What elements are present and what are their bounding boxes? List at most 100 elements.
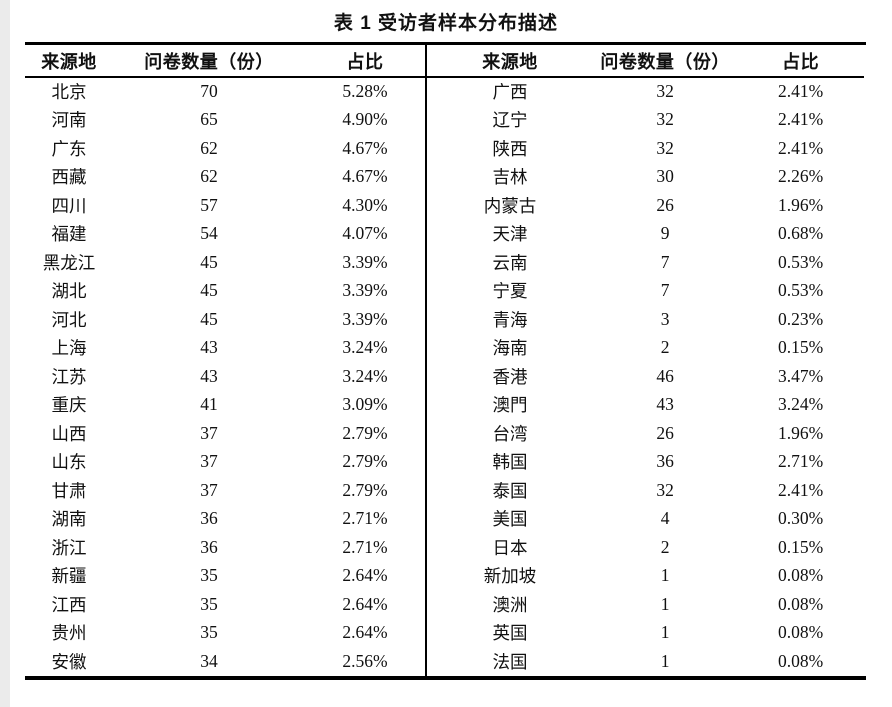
cell-questionnaire-count: 1 <box>660 622 670 643</box>
header-questionnaire-count: 问卷数量（份） <box>113 45 305 78</box>
cell-proportion: 4.30% <box>342 194 388 215</box>
cell-source-region: 上海 <box>51 338 87 359</box>
table-row: 新加坡 1 0.08% <box>427 562 864 591</box>
table-row: 吉林 30 2.26% <box>427 163 864 192</box>
cell-questionnaire-count: 32 <box>656 109 674 130</box>
table-row: 台湾 26 1.96% <box>427 419 864 448</box>
cell-proportion: 0.08% <box>778 593 824 614</box>
cell-proportion: 1.96% <box>778 194 824 215</box>
cell-proportion: 3.24% <box>342 337 388 358</box>
header-questionnaire-count: 问卷数量（份） <box>593 45 738 78</box>
table-row: 内蒙古 26 1.96% <box>427 191 864 220</box>
cell-questionnaire-count: 35 <box>200 593 218 614</box>
cell-source-region: 新加坡 <box>483 566 537 587</box>
cell-proportion: 4.07% <box>342 223 388 244</box>
table-row: 湖北 45 3.39% <box>25 277 425 306</box>
header-proportion: 占比 <box>305 45 425 78</box>
cell-questionnaire-count: 36 <box>656 451 674 472</box>
cell-source-region: 贵州 <box>51 623 87 644</box>
cell-questionnaire-count: 57 <box>200 194 218 215</box>
cell-proportion: 2.41% <box>778 137 824 158</box>
cell-questionnaire-count: 1 <box>660 650 670 671</box>
table-left-half: 来源地 问卷数量（份） 占比 北京 70 5.28% 河南 65 4.90% 广东 62 4.6… <box>25 45 427 676</box>
cell-proportion: 4.67% <box>342 166 388 187</box>
cell-proportion: 2.79% <box>342 422 388 443</box>
cell-proportion: 3.24% <box>778 394 824 415</box>
cell-source-region: 黑龙江 <box>42 252 96 273</box>
cell-questionnaire-count: 45 <box>200 251 218 272</box>
cell-questionnaire-count: 34 <box>200 650 218 671</box>
table-row: 宁夏 7 0.53% <box>427 277 864 306</box>
cell-proportion: 2.64% <box>342 622 388 643</box>
cell-proportion: 3.39% <box>342 280 388 301</box>
cell-proportion: 0.53% <box>778 251 824 272</box>
cell-source-region: 湖南 <box>51 509 87 530</box>
table-row: 广西 32 2.41% <box>427 77 864 106</box>
right-table: 来源地 问卷数量（份） 占比 广西 32 2.41% 辽宁 32 2.41% 陕西 32 2.4… <box>427 45 864 676</box>
cell-proportion: 2.79% <box>342 479 388 500</box>
table-row: 黑龙江 45 3.39% <box>25 248 425 277</box>
cell-source-region: 新疆 <box>51 566 87 587</box>
table-row: 美国 4 0.30% <box>427 505 864 534</box>
table-row: 福建 54 4.07% <box>25 220 425 249</box>
cell-questionnaire-count: 43 <box>200 337 218 358</box>
cell-source-region: 西藏 <box>51 167 87 188</box>
right-table-body: 广西 32 2.41% 辽宁 32 2.41% 陕西 32 2.41% 吉林 30 2.26% 内蒙古 2… <box>427 77 864 676</box>
cell-questionnaire-count: 37 <box>200 422 218 443</box>
table-row: 云南 7 0.53% <box>427 248 864 277</box>
cell-questionnaire-count: 35 <box>200 565 218 586</box>
cell-source-region: 海南 <box>492 338 528 359</box>
cell-questionnaire-count: 41 <box>200 394 218 415</box>
cell-source-region: 江西 <box>51 594 87 615</box>
cell-questionnaire-count: 32 <box>656 81 674 102</box>
cell-questionnaire-count: 32 <box>656 479 674 500</box>
table-row: 青海 3 0.23% <box>427 305 864 334</box>
cell-source-region: 韩国 <box>492 452 528 473</box>
cell-source-region: 山东 <box>51 452 87 473</box>
table-row: 重庆 41 3.09% <box>25 391 425 420</box>
cell-proportion: 2.56% <box>342 650 388 671</box>
cell-questionnaire-count: 70 <box>200 81 218 102</box>
table-row: 湖南 36 2.71% <box>25 505 425 534</box>
cell-proportion: 3.39% <box>342 251 388 272</box>
cell-questionnaire-count: 65 <box>200 109 218 130</box>
cell-source-region: 福建 <box>51 224 87 245</box>
cell-proportion: 3.47% <box>778 365 824 386</box>
cell-questionnaire-count: 45 <box>200 280 218 301</box>
table-row: 韩国 36 2.71% <box>427 448 864 477</box>
cell-questionnaire-count: 1 <box>660 565 670 586</box>
cell-source-region: 台湾 <box>492 423 528 444</box>
cell-source-region: 甘肃 <box>51 480 87 501</box>
table-row: 法国 1 0.08% <box>427 647 864 676</box>
cell-source-region: 泰国 <box>492 480 528 501</box>
table-row: 贵州 35 2.64% <box>25 619 425 648</box>
cell-source-region: 宁夏 <box>492 281 528 302</box>
cell-proportion: 0.08% <box>778 565 824 586</box>
table-row: 海南 2 0.15% <box>427 334 864 363</box>
table-row: 四川 57 4.30% <box>25 191 425 220</box>
header-proportion: 占比 <box>737 45 864 78</box>
table-row: 澳洲 1 0.08% <box>427 590 864 619</box>
table-row: 山西 37 2.79% <box>25 419 425 448</box>
table-row: 浙江 36 2.71% <box>25 533 425 562</box>
header-source-region: 来源地 <box>25 45 113 78</box>
table-right-half: 来源地 问卷数量（份） 占比 广西 32 2.41% 辽宁 32 2.41% 陕西 32 2.4… <box>427 45 864 676</box>
right-table-header: 来源地 问卷数量（份） 占比 <box>427 45 864 78</box>
cell-questionnaire-count: 43 <box>656 394 674 415</box>
cell-proportion: 2.71% <box>342 536 388 557</box>
cell-proportion: 2.71% <box>778 451 824 472</box>
cell-source-region: 广西 <box>492 82 528 103</box>
cell-proportion: 0.30% <box>778 508 824 529</box>
table-row: 江苏 43 3.24% <box>25 362 425 391</box>
table-row: 安徽 34 2.56% <box>25 647 425 676</box>
table-row: 北京 70 5.28% <box>25 77 425 106</box>
cell-questionnaire-count: 36 <box>200 536 218 557</box>
cell-source-region: 山西 <box>51 423 87 444</box>
cell-proportion: 2.64% <box>342 565 388 586</box>
cell-source-region: 四川 <box>51 195 87 216</box>
cell-proportion: 5.28% <box>342 81 388 102</box>
cell-questionnaire-count: 26 <box>656 194 674 215</box>
cell-proportion: 1.96% <box>778 422 824 443</box>
left-table: 来源地 问卷数量（份） 占比 北京 70 5.28% 河南 65 4.90% 广东 62 4.6… <box>25 45 425 676</box>
